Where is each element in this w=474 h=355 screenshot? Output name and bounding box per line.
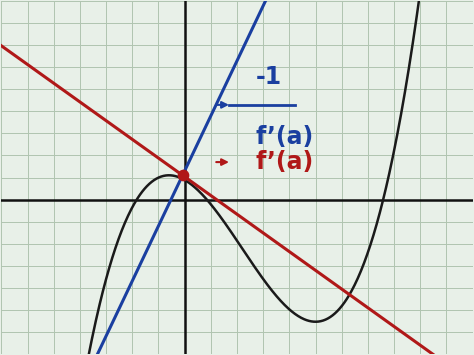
Text: f’(a): f’(a) bbox=[255, 150, 314, 174]
Text: f’(a): f’(a) bbox=[255, 125, 314, 149]
Point bbox=[179, 173, 186, 178]
Text: -1: -1 bbox=[255, 65, 282, 89]
